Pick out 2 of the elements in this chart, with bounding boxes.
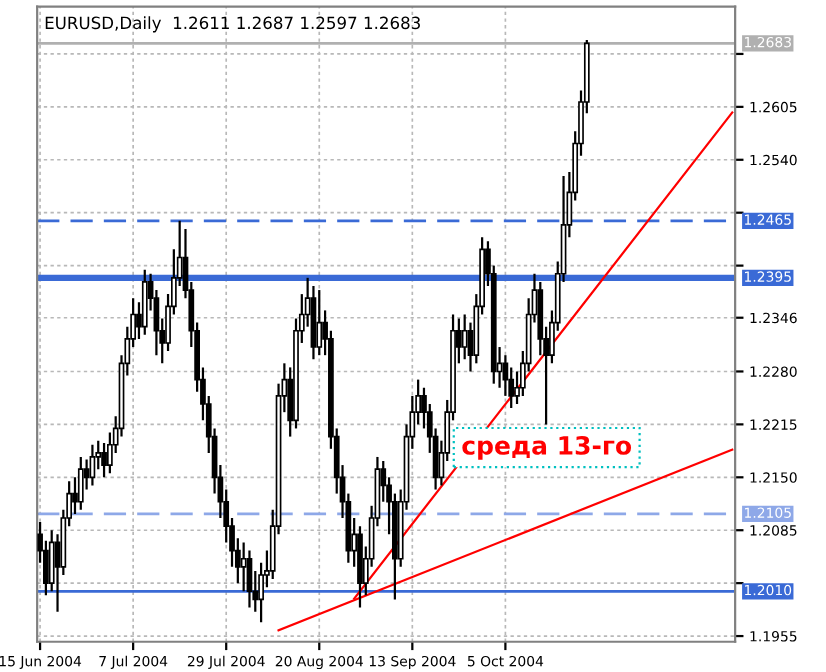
text: EURUSD,Daily 1.2611 1.2687 1.2597 1.2683 [45, 16, 420, 33]
annotation: среда 13-го [462, 435, 632, 460]
